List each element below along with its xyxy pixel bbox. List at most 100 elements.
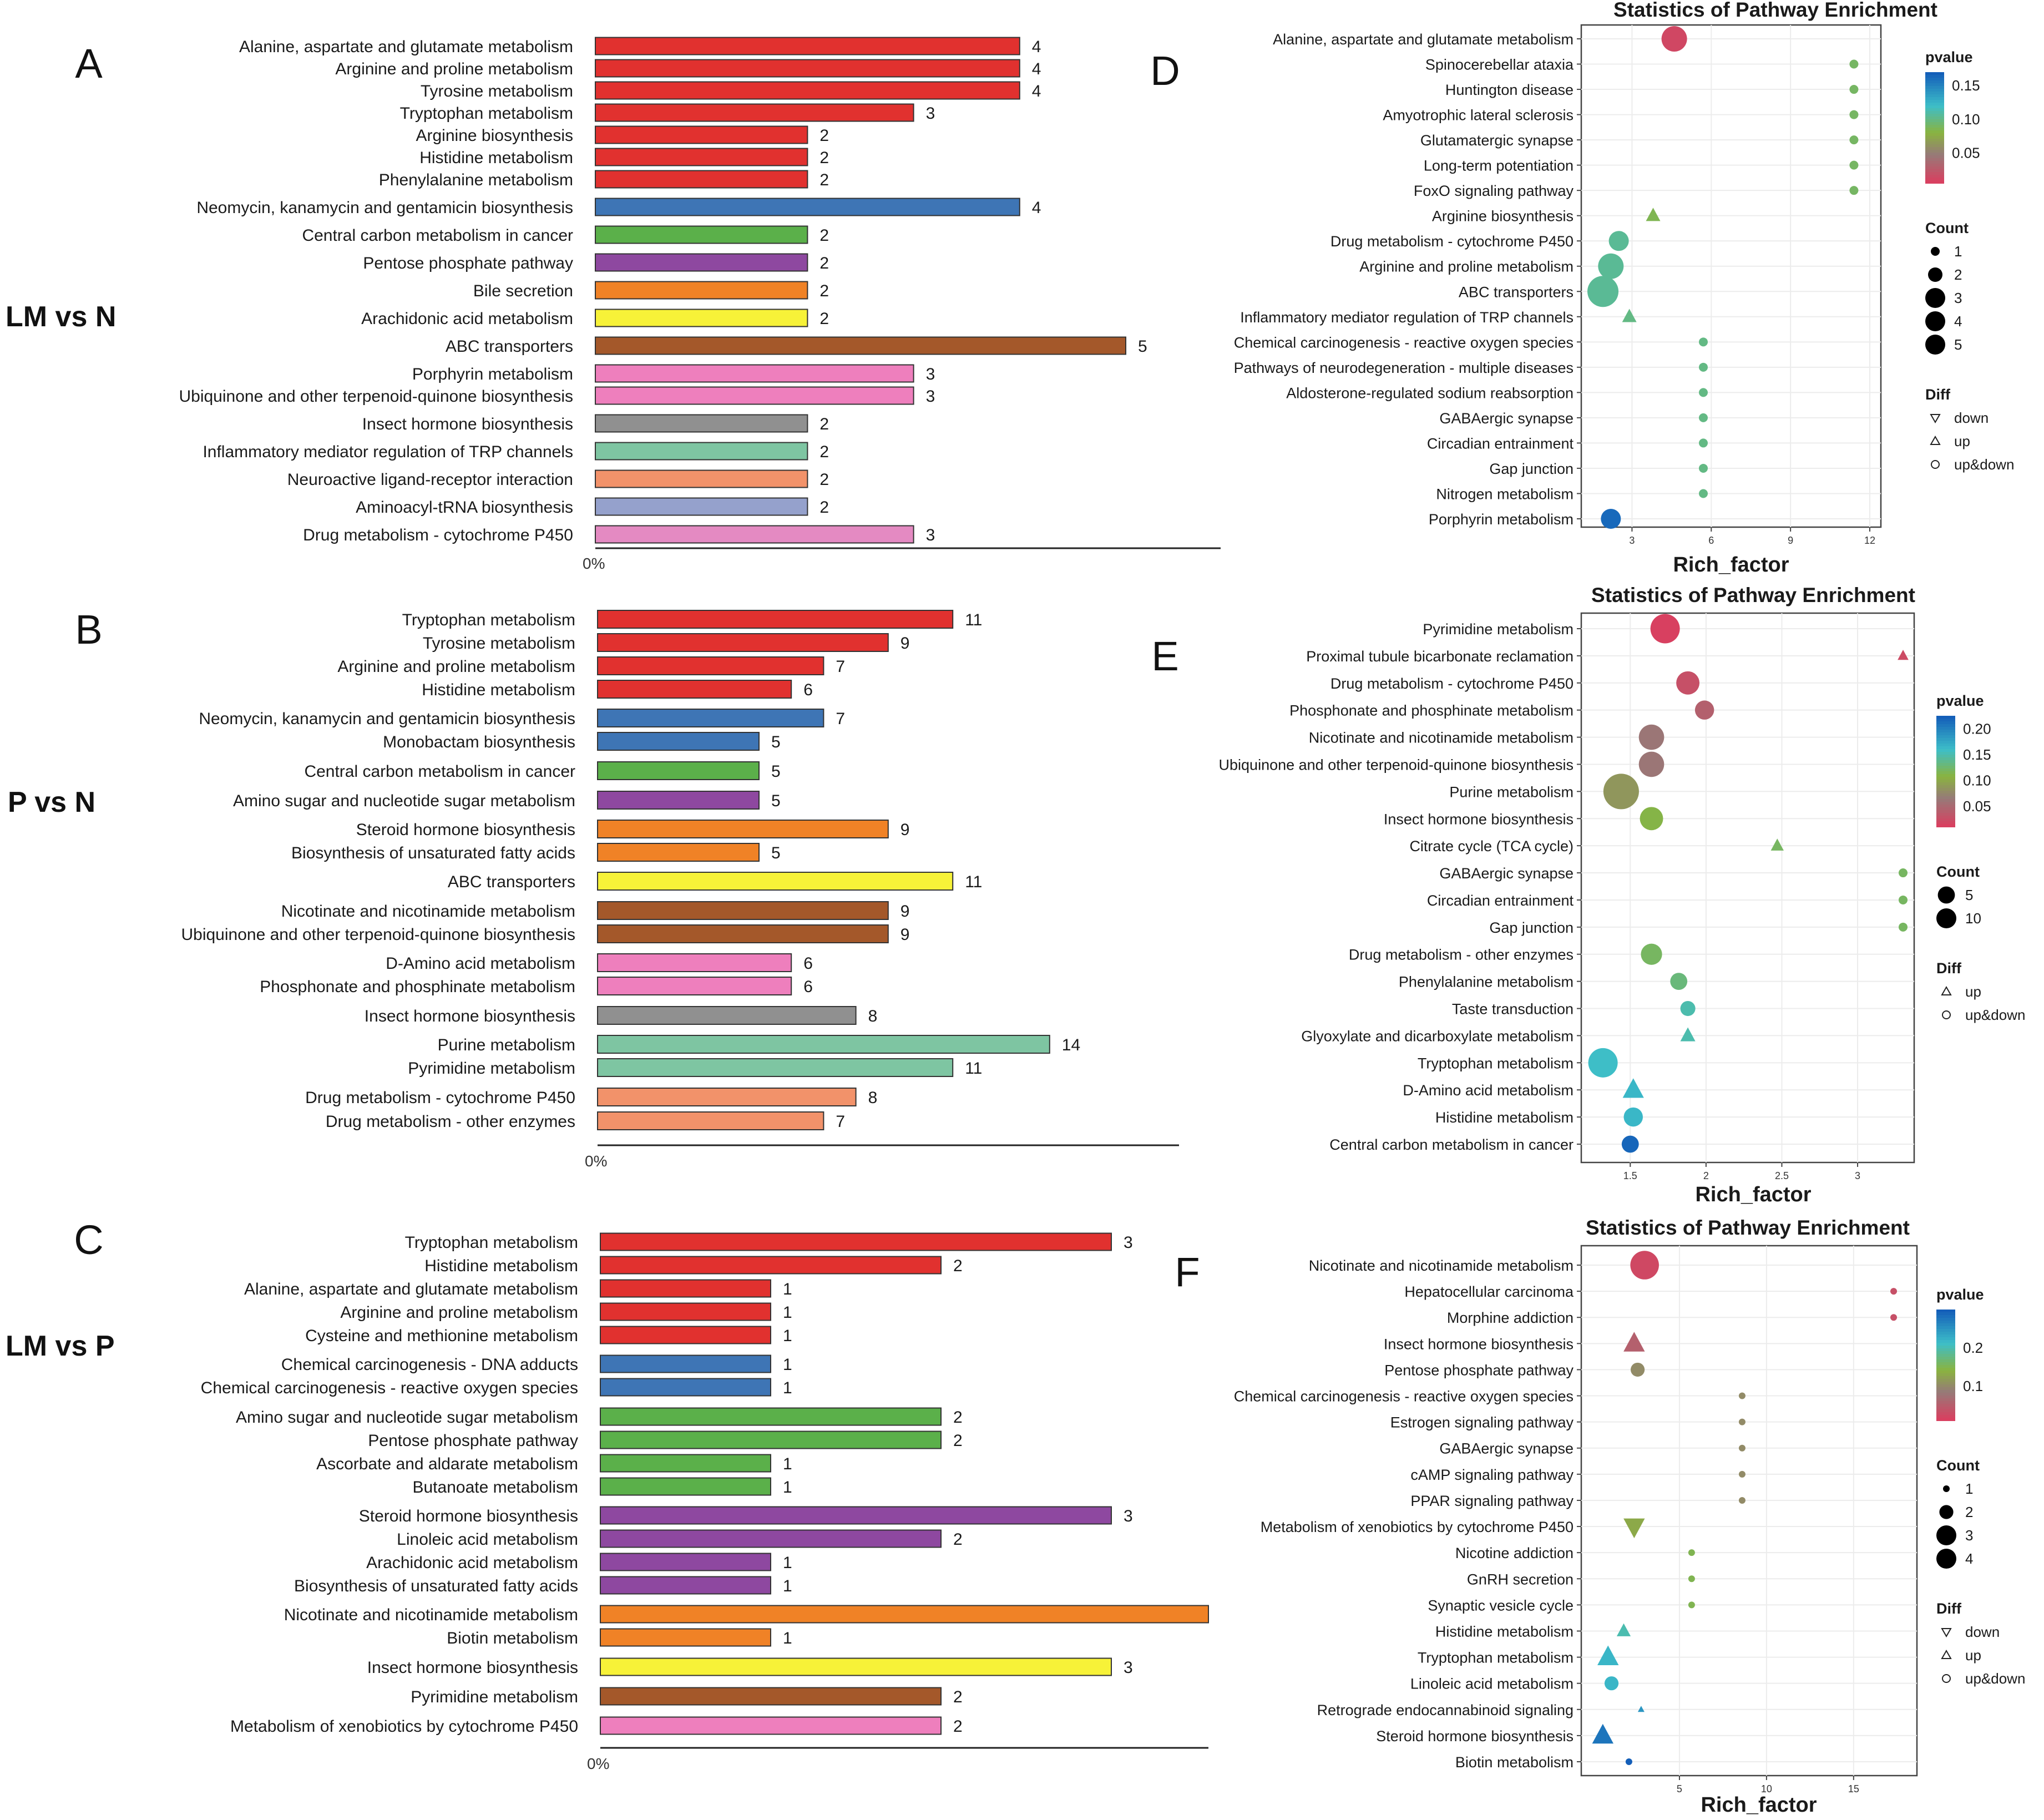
bar-value-label: 9 — [900, 926, 910, 944]
bar-value-label: 1 — [783, 1327, 792, 1345]
bar-ubiquinone-and-other-terpenoid-quinone-biosynthesis — [597, 924, 889, 943]
colorbar-tick-label: 0.20 — [1963, 720, 1991, 737]
bar-bile-secretion — [595, 281, 808, 300]
bar-abc-transporters — [597, 872, 954, 891]
bar-value-label: 2 — [953, 1530, 963, 1549]
bar-value-label: 2 — [819, 310, 829, 328]
bar-arachidonic-acid-metabolism — [595, 309, 808, 327]
colorbar-segment — [1936, 744, 1955, 747]
colorbar-segment — [1936, 1323, 1955, 1327]
bar-phenylalanine-metabolism — [595, 170, 808, 189]
legend-size-dot — [1925, 311, 1945, 331]
bar-value-label: 1 — [783, 1379, 792, 1397]
bar-label: Phenylalanine metabolism — [379, 171, 573, 189]
point-foxo-signaling-pathway — [1849, 186, 1859, 195]
colorbar-segment — [1936, 1398, 1955, 1402]
bar-drug-metabolism-cytochrome-p450 — [597, 1088, 857, 1106]
colorbar-segment — [1925, 128, 1944, 131]
bar-value-label: 3 — [1124, 1507, 1133, 1525]
bar-label: Tryptophan metabolism — [405, 1233, 578, 1252]
x-tick-label: 1.5 — [1623, 1170, 1637, 1181]
colorbar-segment — [1936, 1382, 1955, 1385]
colorbar-segment — [1936, 752, 1955, 755]
colorbar-segment — [1936, 1396, 1955, 1399]
bar-label: Insect hormone biosynthesis — [365, 1007, 575, 1025]
point-chemical-carcinogenesis-reactive-oxygen-species — [1699, 337, 1708, 347]
legend-updown-icon — [1942, 1674, 1951, 1683]
bar-abc-transporters — [595, 336, 1126, 355]
colorbar-segment — [1936, 755, 1955, 758]
bar-central-carbon-metabolism-in-cancer — [597, 761, 760, 780]
bar-label: Purine metabolism — [438, 1036, 575, 1054]
x-tick-label: 2 — [1703, 1170, 1709, 1181]
colorbar-segment — [1936, 785, 1955, 788]
colorbar-segment — [1925, 111, 1944, 114]
bar-value-label: 1 — [783, 1280, 792, 1298]
colorbar-segment — [1925, 89, 1944, 92]
colorbar-segment — [1925, 153, 1944, 156]
point-tryptophan-metabolism — [1588, 1048, 1618, 1078]
pathway-label: Chemical carcinogenesis - reactive oxyge… — [1234, 1388, 1574, 1405]
point-gabaergic-synapse — [1899, 868, 1908, 878]
bar-arginine-and-proline-metabolism — [597, 656, 824, 675]
colorbar-segment — [1936, 1415, 1955, 1418]
x-axis-title: Rich_factor — [1701, 1793, 1817, 1817]
colorbar-segment — [1936, 719, 1955, 722]
bar-tyrosine-metabolism — [597, 633, 889, 652]
colorbar-segment — [1936, 1404, 1955, 1407]
point-up-arginine-biosynthesis — [1646, 208, 1661, 221]
pathway-label: ABC transporters — [1459, 284, 1574, 300]
plot-area — [1580, 24, 1882, 528]
colorbar-segment — [1925, 117, 1944, 120]
x-tick-label: 15 — [1848, 1783, 1859, 1794]
bar-value-label: 2 — [953, 1408, 963, 1427]
colorbar-segment — [1936, 810, 1955, 813]
bar-value-label: 2 — [819, 149, 829, 167]
colorbar-segment — [1925, 97, 1944, 100]
bar-value-label: 5 — [771, 844, 781, 862]
bar-label: Linoleic acid metabolism — [397, 1530, 578, 1549]
pathway-label: GABAergic synapse — [1439, 410, 1574, 427]
bar-label: Pentose phosphate pathway — [368, 1432, 578, 1450]
chart-title: Statistics of Pathway Enrichment — [1613, 0, 1937, 21]
bar-label: Tyrosine metabolism — [423, 634, 575, 653]
x-tick-label: 10 — [1761, 1783, 1772, 1794]
legend-down-icon — [1941, 1628, 1952, 1638]
legend-color-title: pvalue — [1925, 49, 1973, 65]
colorbar-segment — [1936, 791, 1955, 794]
legend-shape-title: Diff — [1936, 1600, 1962, 1617]
colorbar-segment — [1925, 125, 1944, 128]
colorbar-segment — [1925, 150, 1944, 153]
colorbar-segment — [1936, 1337, 1955, 1341]
colorbar-segment — [1936, 816, 1955, 819]
pathway-label: Glutamatergic synapse — [1420, 132, 1574, 149]
colorbar-tick-label: 0.1 — [1963, 1378, 1983, 1394]
bar-label: Biosynthesis of unsaturated fatty acids — [291, 844, 575, 862]
pathway-label: Alanine, aspartate and glutamate metabol… — [1273, 31, 1574, 48]
bar-value-label: 4 — [1032, 82, 1041, 100]
colorbar-segment — [1925, 122, 1944, 125]
bar-biosynthesis-of-unsaturated-fatty-acids — [600, 1576, 771, 1595]
pathway-label: Gap junction — [1489, 919, 1574, 936]
bar-value-label: 2 — [953, 1432, 963, 1450]
bar-value-label: 11 — [965, 1059, 982, 1078]
bar-label: Insect hormone biosynthesis — [367, 1659, 578, 1677]
bar-value-label: 1 — [783, 1356, 792, 1374]
point-biotin-metabolism — [1625, 1758, 1632, 1765]
pathway-label: Spinocerebellar ataxia — [1425, 57, 1574, 73]
colorbar-tick-label: 0.10 — [1952, 111, 1980, 128]
pathway-label: Pyrimidine metabolism — [1423, 621, 1574, 638]
bar-value-label: 3 — [926, 387, 935, 406]
bar-value-label: 6 — [803, 681, 813, 699]
bar-value-label: 2 — [953, 1257, 963, 1275]
bar-value-label: 3 — [1124, 1659, 1133, 1677]
point-nitrogen-metabolism — [1699, 489, 1708, 498]
bar-tryptophan-metabolism — [597, 610, 954, 629]
colorbar-tick-label: 0.10 — [1963, 772, 1991, 788]
pathway-label: cAMP signaling pathway — [1410, 1467, 1574, 1483]
point-up-d-amino-acid-metabolism — [1622, 1078, 1644, 1098]
colorbar-segment — [1936, 1387, 1955, 1391]
point-gabaergic-synapse — [1738, 1444, 1746, 1452]
colorbar-segment — [1936, 805, 1955, 808]
colorbar-segment — [1925, 100, 1944, 103]
